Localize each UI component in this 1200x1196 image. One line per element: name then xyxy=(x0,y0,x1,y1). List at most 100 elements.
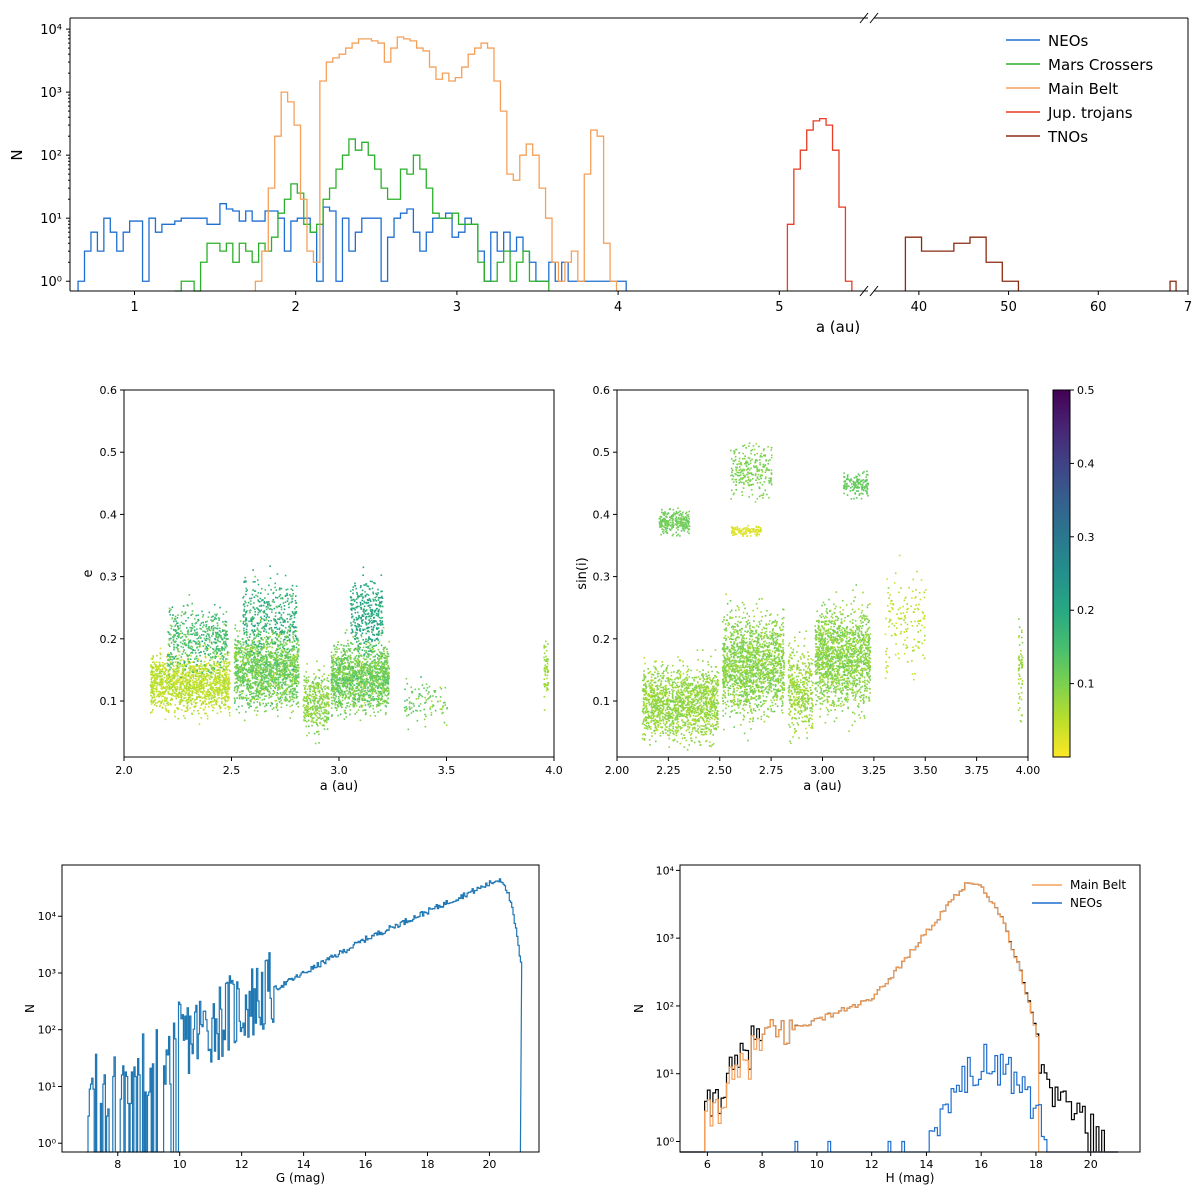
scatter-point xyxy=(257,635,260,638)
scatter-point xyxy=(172,673,174,676)
scatter-point xyxy=(327,680,330,682)
scatter-point xyxy=(279,673,281,676)
scatter-point xyxy=(189,680,192,683)
scatter-point xyxy=(305,725,307,728)
scatter-point xyxy=(150,684,152,686)
scatter-point xyxy=(342,659,344,661)
scatter-point xyxy=(382,676,384,679)
scatter-point xyxy=(331,696,333,699)
scatter-point xyxy=(208,698,210,700)
scatter-point xyxy=(268,668,271,670)
scatter-point xyxy=(383,679,386,681)
scatter-point xyxy=(261,655,263,657)
scatter-point xyxy=(180,701,183,703)
scatter-point xyxy=(326,695,329,698)
scatter-point xyxy=(243,608,246,611)
scatter-point xyxy=(357,700,360,703)
x-tick-label: 3 xyxy=(453,300,461,315)
scatter-point xyxy=(276,659,279,662)
scatter-point xyxy=(272,642,275,645)
scatter-point xyxy=(295,658,297,661)
scatter-point xyxy=(292,621,294,623)
scatter-point xyxy=(254,662,256,664)
scatter-point xyxy=(327,696,329,699)
scatter-point xyxy=(284,657,286,660)
scatter-point xyxy=(285,689,288,692)
scatter-point xyxy=(250,670,252,672)
scatter-point xyxy=(261,659,263,662)
scatter-point xyxy=(367,668,370,670)
scatter-point xyxy=(370,673,372,676)
scatter-point xyxy=(255,684,257,687)
scatter-point xyxy=(177,649,179,651)
scatter-point xyxy=(281,656,283,658)
scatter-point xyxy=(311,724,313,727)
scatter-point xyxy=(223,649,226,651)
scatter-point xyxy=(378,659,380,661)
scatter-point xyxy=(184,613,186,615)
scatter-point xyxy=(262,676,265,678)
scatter-point xyxy=(158,666,160,669)
scatter-point xyxy=(295,671,298,674)
scatter-point xyxy=(371,660,373,663)
scatter-point xyxy=(179,624,181,627)
scatter-point xyxy=(201,670,203,673)
scatter-point xyxy=(240,645,243,647)
scatter-point xyxy=(221,674,223,676)
scatter-point xyxy=(225,633,227,636)
panel-b-ae: 2.0 2.5 3.0 3.5 4.00.10.20.30.40.50.6a (au)e xyxy=(81,384,563,794)
scatter-point xyxy=(224,635,227,637)
scatter-point xyxy=(241,690,243,692)
scatter-point xyxy=(220,648,223,650)
scatter-point xyxy=(298,648,300,651)
scatter-point xyxy=(203,700,206,703)
scatter-point xyxy=(167,701,169,704)
scatter-point xyxy=(308,685,311,687)
scatter-point xyxy=(190,655,192,657)
scatter-point xyxy=(255,672,258,675)
scatter-point xyxy=(219,686,221,688)
scatter-point xyxy=(161,695,163,698)
scatter-point xyxy=(235,671,237,673)
scatter-point xyxy=(261,587,263,590)
scatter-point xyxy=(270,669,273,671)
x-tick-label: 40 xyxy=(911,300,928,315)
scatter-point xyxy=(212,668,214,671)
scatter-point xyxy=(246,675,248,677)
scatter-point xyxy=(272,665,275,668)
scatter-point xyxy=(263,619,266,622)
scatter-point xyxy=(265,686,268,688)
scatter-point xyxy=(342,677,344,679)
scatter-point xyxy=(288,606,290,609)
scatter-point xyxy=(367,641,370,643)
scatter-point xyxy=(289,628,291,630)
scatter-point xyxy=(257,684,260,687)
scatter-point xyxy=(203,696,206,699)
scatter-point xyxy=(261,663,263,665)
x-tick-label: 50 xyxy=(1000,300,1017,315)
scatter-point xyxy=(332,660,334,662)
scatter-point xyxy=(261,648,264,650)
scatter-point xyxy=(153,673,156,676)
scatter-point xyxy=(243,627,245,630)
scatter-point xyxy=(320,682,323,684)
scatter-point xyxy=(313,732,316,735)
scatter-point xyxy=(187,689,189,691)
scatter-point xyxy=(283,642,285,644)
scatter-point xyxy=(270,701,273,704)
scatter-point xyxy=(284,651,286,653)
scatter-point xyxy=(265,702,267,705)
scatter-point xyxy=(204,655,206,658)
scatter-point xyxy=(181,653,184,655)
scatter-point xyxy=(335,669,338,672)
scatter-point xyxy=(326,687,329,689)
scatter-point xyxy=(263,643,265,646)
scatter-point xyxy=(241,705,243,707)
scatter-point xyxy=(194,640,196,643)
scatter-point xyxy=(261,617,263,620)
scatter-point xyxy=(213,604,216,606)
scatter-point xyxy=(245,694,248,697)
scatter-point xyxy=(205,646,208,648)
scatter-point xyxy=(181,690,183,693)
scatter-point xyxy=(157,668,160,670)
